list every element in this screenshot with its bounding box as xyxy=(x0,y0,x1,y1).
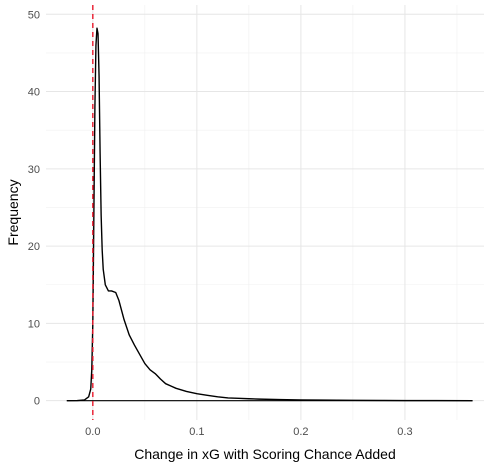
x-tick-labels: 0.0 0.1 0.2 0.3 xyxy=(85,426,412,438)
series-layer xyxy=(66,27,473,402)
grid xyxy=(46,5,484,420)
y-axis-title: Frequency xyxy=(5,179,21,245)
x-tick-label: 0.1 xyxy=(189,426,204,438)
y-tick-labels: 0 10 20 30 40 50 xyxy=(28,9,40,407)
x-tick-label: 0.3 xyxy=(397,426,412,438)
density-series-line xyxy=(66,27,473,402)
x-axis-title: Change in xG with Scoring Chance Added xyxy=(134,446,396,462)
y-tick-label: 20 xyxy=(28,241,40,253)
y-tick-label: 50 xyxy=(28,9,40,21)
y-tick-label: 30 xyxy=(28,164,40,176)
y-tick-label: 40 xyxy=(28,87,40,99)
y-tick-label: 0 xyxy=(34,396,40,408)
x-tick-label: 0.2 xyxy=(293,426,308,438)
y-tick-label: 10 xyxy=(28,318,40,330)
x-tick-label: 0.0 xyxy=(85,426,100,438)
